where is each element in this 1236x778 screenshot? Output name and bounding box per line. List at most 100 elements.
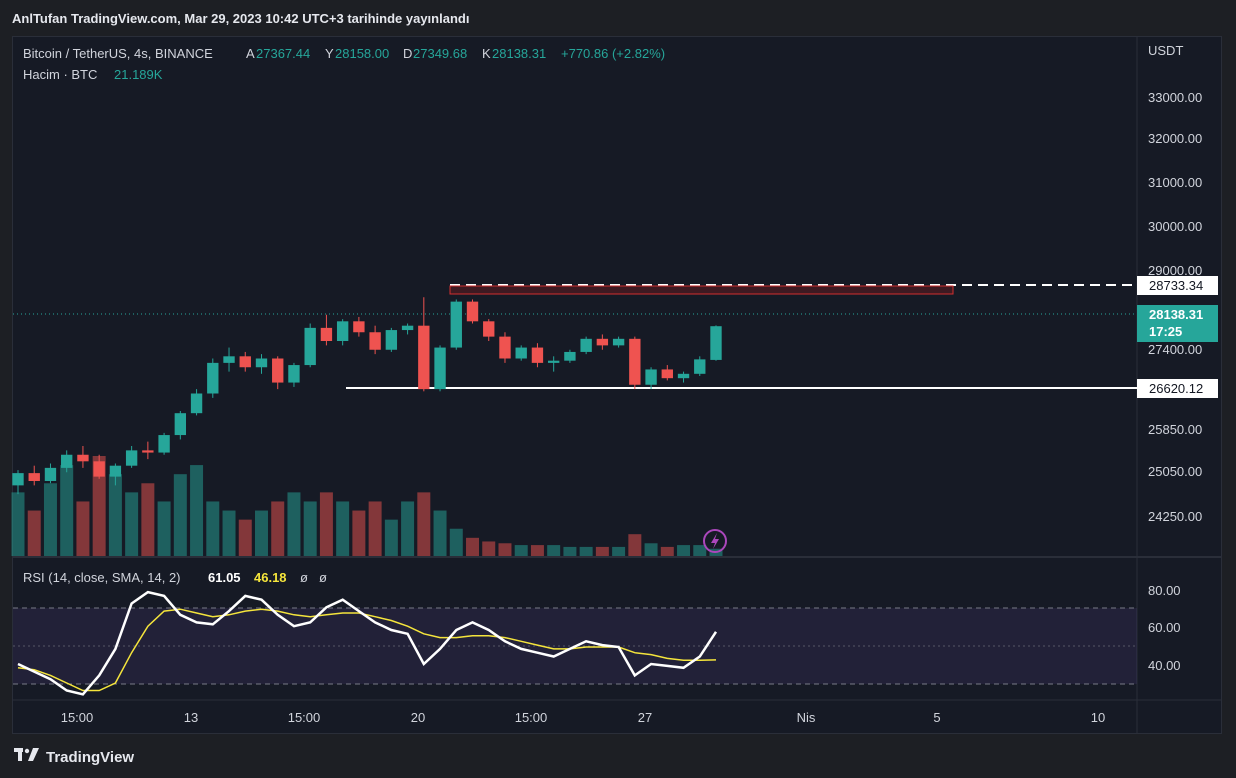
volume-bar bbox=[563, 546, 577, 556]
volume-bar bbox=[433, 510, 447, 556]
footer-brand: TradingView bbox=[46, 748, 135, 766]
volume-bar bbox=[449, 528, 463, 556]
time-tick: 13 bbox=[184, 710, 198, 725]
resistance-zone-box[interactable] bbox=[449, 285, 954, 295]
volume-bar bbox=[530, 545, 544, 556]
legend-open-label: A bbox=[246, 46, 255, 61]
rsi-tick: 80.00 bbox=[1148, 583, 1181, 598]
legend-change: +770.86 (+2.82%) bbox=[561, 46, 665, 61]
time-tick: 15:00 bbox=[515, 710, 548, 725]
candle-body bbox=[483, 321, 495, 337]
rsi-tick: 40.00 bbox=[1148, 658, 1181, 673]
candle-body bbox=[288, 365, 300, 383]
candle-body bbox=[109, 465, 122, 477]
volume-bar bbox=[190, 465, 204, 556]
volume-bar bbox=[482, 541, 496, 556]
candle-body bbox=[190, 393, 203, 414]
rsi-label: RSI (14, close, SMA, 14, 2) bbox=[23, 570, 181, 585]
candle-body bbox=[531, 347, 544, 363]
candle-body bbox=[353, 321, 365, 333]
candle-body bbox=[158, 435, 170, 453]
countdown-label: 17:25 bbox=[1149, 324, 1182, 339]
candle-body bbox=[369, 332, 381, 350]
volume-bar bbox=[660, 546, 674, 556]
candle-body bbox=[515, 347, 527, 359]
legend-high-value: 28158.00 bbox=[335, 46, 389, 61]
candle-body bbox=[44, 467, 57, 481]
volume-bar bbox=[141, 483, 155, 556]
volume-bar bbox=[677, 545, 691, 556]
time-axis-ticks: 15:00 13 15:00 20 15:00 27 Nis 5 10 bbox=[61, 710, 1106, 725]
volume-bar bbox=[287, 492, 301, 556]
price-tick: 24250.00 bbox=[1148, 509, 1202, 524]
rsi-sma-line bbox=[17, 608, 717, 692]
support-price-box bbox=[1137, 379, 1218, 398]
candle-body bbox=[207, 362, 219, 394]
candle-body bbox=[564, 351, 576, 361]
time-tick: Nis bbox=[797, 710, 816, 725]
candle-body bbox=[77, 454, 89, 462]
volume-bar bbox=[401, 501, 415, 556]
time-tick: 15:00 bbox=[288, 710, 321, 725]
time-tick: 20 bbox=[411, 710, 425, 725]
candle-body bbox=[320, 327, 333, 341]
price-tick: 25850.00 bbox=[1148, 422, 1202, 437]
candle-body bbox=[580, 338, 592, 352]
price-tick: 31000.00 bbox=[1148, 175, 1202, 190]
candle-body bbox=[466, 301, 479, 322]
lightning-icon[interactable] bbox=[703, 529, 727, 553]
candle-body bbox=[223, 356, 235, 363]
price-tick: 29000.00 bbox=[1148, 263, 1202, 278]
volume-bar bbox=[125, 492, 139, 556]
volume-bar bbox=[157, 501, 171, 556]
price-axis-ticks: 33000.00 32000.00 31000.00 30000.00 2900… bbox=[1148, 90, 1202, 524]
rsi-extra2: ø bbox=[319, 570, 327, 585]
candle-body bbox=[385, 330, 398, 350]
candle-body bbox=[499, 336, 511, 359]
volume-bar bbox=[644, 543, 658, 556]
candle-body bbox=[255, 358, 268, 368]
candle-body bbox=[710, 326, 722, 360]
candle-body bbox=[596, 338, 609, 346]
volume-bar bbox=[579, 546, 593, 556]
volume-bar bbox=[60, 465, 74, 556]
legend-symbol: Bitcoin / TetherUS, 4s, BINANCE bbox=[23, 46, 213, 61]
volume-bar bbox=[271, 501, 285, 556]
candle-body bbox=[694, 359, 706, 374]
candle-body bbox=[418, 325, 430, 390]
legend-volume-label: Hacim · BTC bbox=[23, 67, 97, 82]
volume-bar bbox=[92, 456, 106, 556]
price-tick: 25050.00 bbox=[1148, 464, 1202, 479]
candle-body bbox=[677, 373, 690, 379]
legend-high-label: Y bbox=[325, 46, 334, 61]
rsi-lines bbox=[17, 590, 718, 696]
price-axis-currency: USDT bbox=[1148, 43, 1183, 58]
rsi-extra1: ø bbox=[300, 570, 308, 585]
resistance-price-label: 28733.34 bbox=[1149, 278, 1203, 293]
volume-bar bbox=[514, 545, 528, 556]
volume-bar bbox=[547, 545, 561, 556]
volume-bar bbox=[43, 483, 57, 556]
resistance-price-box bbox=[1137, 276, 1218, 295]
volume-bar bbox=[368, 501, 382, 556]
volume-bar bbox=[173, 474, 187, 556]
volume-bar bbox=[384, 519, 398, 556]
time-tick: 27 bbox=[638, 710, 652, 725]
candle-body bbox=[93, 461, 105, 477]
legend-volume-value: 21.189K bbox=[114, 67, 163, 82]
candle-body bbox=[336, 321, 349, 341]
publish-line: AnlTufan TradingView.com, Mar 29, 2023 1… bbox=[12, 11, 470, 26]
volume-bar bbox=[352, 510, 366, 556]
footer: TradingView bbox=[14, 746, 134, 768]
candle-body bbox=[661, 369, 673, 379]
volume-bar bbox=[11, 492, 25, 556]
candle-body bbox=[272, 358, 284, 383]
time-tick: 15:00 bbox=[61, 710, 94, 725]
candle-body bbox=[28, 473, 40, 481]
rsi-line bbox=[17, 590, 718, 696]
volume-bar bbox=[76, 501, 90, 556]
volume-bar bbox=[595, 546, 609, 556]
volume-bar bbox=[206, 501, 220, 556]
rsi-tick: 60.00 bbox=[1148, 620, 1181, 635]
